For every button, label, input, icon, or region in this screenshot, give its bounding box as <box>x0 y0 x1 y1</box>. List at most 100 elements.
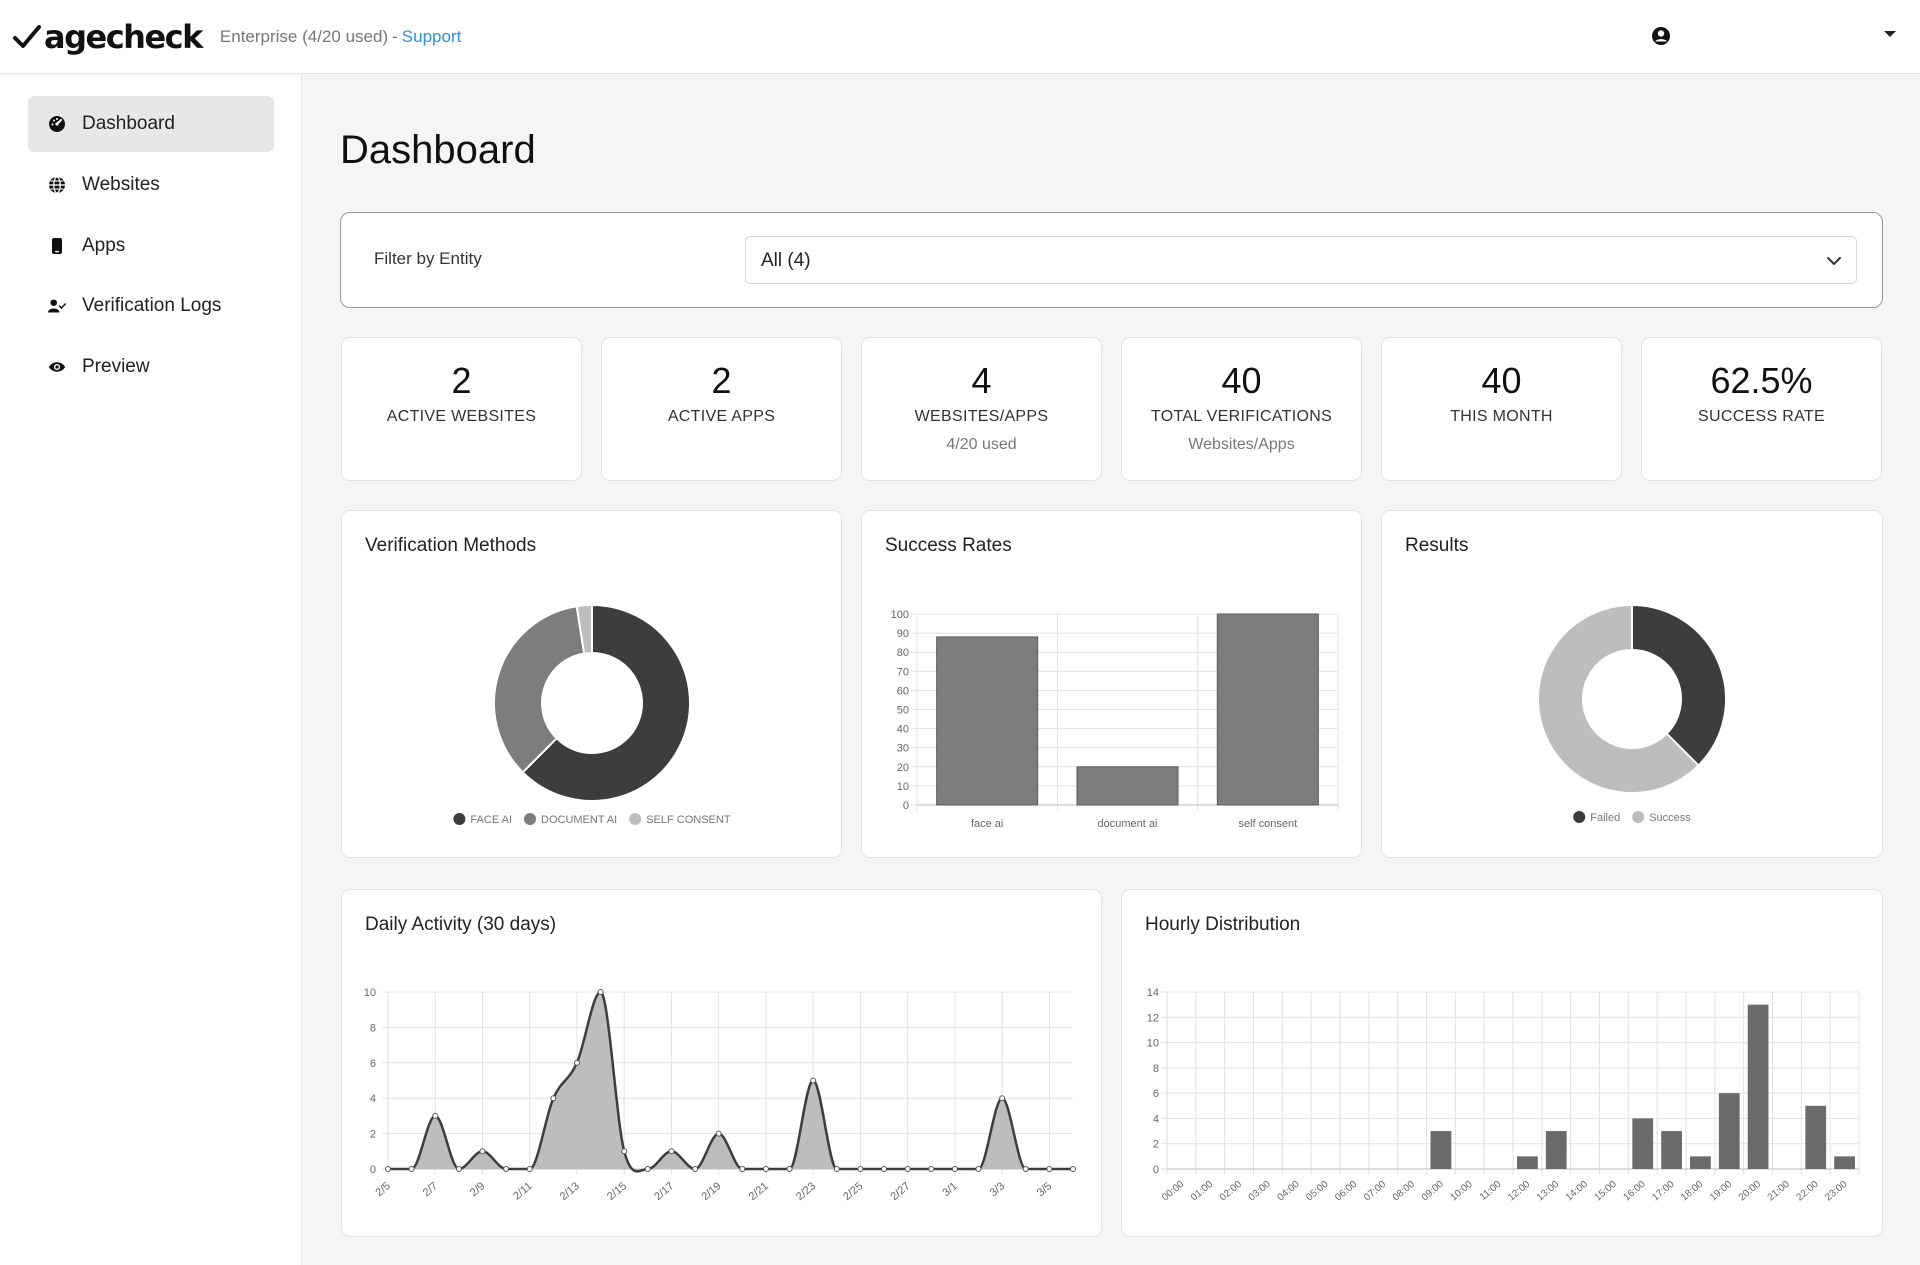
stat-card-active-websites: 2 ACTIVE WEBSITES <box>341 337 582 481</box>
plan-text: Enterprise (4/20 used) <box>219 26 389 46</box>
mobile-icon <box>48 237 66 255</box>
x-tick-label: 15:00 <box>1593 1179 1620 1204</box>
data-point-2-9 <box>479 1148 486 1155</box>
x-tick-label: 3/5 <box>1035 1180 1054 1199</box>
logo-text: agecheck <box>44 17 203 56</box>
bar-13-00 <box>1545 1131 1567 1169</box>
chart-legend: Failed Success <box>1573 811 1691 824</box>
x-tick-label: 13:00 <box>1535 1179 1562 1204</box>
sidebar-item-preview[interactable]: Preview <box>28 339 274 395</box>
data-point-2-16 <box>644 1166 651 1172</box>
stat-sub: Websites/Apps <box>1188 436 1295 453</box>
area-fill <box>388 992 1073 1172</box>
logo[interactable]: agecheck <box>12 17 203 56</box>
stat-value: 40 <box>1221 360 1262 401</box>
y-tick-label: 8 <box>1153 1063 1159 1075</box>
bar-09-00 <box>1430 1131 1452 1169</box>
x-tick-label: 2/5 <box>373 1180 392 1199</box>
legend-swatch-failed <box>1573 811 1586 823</box>
data-point-2-14 <box>597 989 604 995</box>
x-tick-label: 11:00 <box>1478 1179 1504 1203</box>
top-bar: agecheck Enterprise (4/20 used) - Support <box>0 0 1920 74</box>
data-point-2-13 <box>573 1059 580 1066</box>
y-tick-label: 2 <box>370 1129 376 1141</box>
filter-card: Filter by Entity All (4) <box>340 212 1883 308</box>
y-tick-label: 80 <box>897 647 909 659</box>
stat-card-total-verifications: 40 TOTAL VERIFICATIONS Websites/Apps <box>1121 337 1362 481</box>
y-tick-label: 6 <box>370 1058 376 1070</box>
data-point-3-5 <box>1046 1166 1053 1172</box>
legend-swatch-success <box>1632 811 1645 823</box>
y-tick-label: 8 <box>370 1022 376 1034</box>
daily-activity-card: 0 2 4 6 8 10 2/5 2/7 2/9 2/11 2/13 2/15 2/17 2/19 2/21… <box>341 889 1102 1237</box>
data-point-2-25 <box>857 1166 864 1172</box>
y-tick-label: 0 <box>1153 1164 1159 1176</box>
entity-filter-select[interactable]: All (4) <box>745 236 1857 284</box>
filter-selected-value: All (4) <box>761 250 811 271</box>
x-tick-label: 2/11 <box>511 1180 534 1202</box>
x-tick-label: 23:00 <box>1823 1179 1850 1204</box>
stat-card-websites-apps: 4 WEBSITES/APPS 4/20 used <box>861 337 1102 481</box>
x-tick-label: 18:00 <box>1679 1179 1706 1204</box>
eye-icon <box>48 358 66 376</box>
bar-22-00 <box>1805 1105 1827 1169</box>
card-title: Daily Activity (30 days) <box>365 914 557 935</box>
success-rates-chart: 0 10 20 30 40 50 60 70 80 90 100 face ai document ai… <box>891 609 1339 830</box>
x-tick-label: 2/23 <box>794 1180 818 1203</box>
stat-label: TOTAL VERIFICATIONS <box>1150 408 1333 425</box>
user-check-icon <box>48 297 66 315</box>
legend-label-self-consent: SELF CONSENT <box>646 814 731 826</box>
bar-face-ai <box>936 636 1039 806</box>
x-tick-label: 14:00 <box>1564 1179 1591 1204</box>
x-tick-label: 2/9 <box>468 1180 487 1199</box>
stat-value: 40 <box>1481 360 1522 401</box>
y-tick-label: 20 <box>897 762 909 774</box>
bar-19-00 <box>1718 1093 1740 1169</box>
hourly-distribution-chart: 0 2 4 6 8 10 12 14 00:00 01:00 02:00 03:00 04:00 05:0… <box>1147 987 1860 1204</box>
x-tick-label: 16:00 <box>1621 1179 1648 1204</box>
x-tick-label: face ai <box>971 818 1003 830</box>
x-tick-label: 22:00 <box>1794 1179 1821 1204</box>
sidebar-item-verification-logs[interactable]: Verification Logs <box>28 278 274 334</box>
sidebar-item-label: Verification Logs <box>82 295 222 316</box>
y-tick-label: 0 <box>903 800 909 812</box>
data-point-2-19 <box>715 1130 722 1137</box>
data-point-2-8 <box>455 1166 462 1172</box>
sidebar-item-label: Dashboard <box>82 113 175 134</box>
data-point-2-17 <box>668 1148 675 1155</box>
x-tick-label: 08:00 <box>1391 1179 1418 1204</box>
y-tick-label: 4 <box>370 1093 376 1105</box>
user-circle-icon[interactable] <box>1651 26 1671 46</box>
y-tick-label: 70 <box>897 666 909 678</box>
verification-methods-card: FACE AI DOCUMENT AI SELF CONSENT Verificat… <box>341 510 842 858</box>
x-tick-label: 12:00 <box>1506 1179 1533 1204</box>
card-title: Verification Methods <box>365 535 537 556</box>
data-point-2-10 <box>503 1166 510 1172</box>
data-point-2-5 <box>385 1166 391 1172</box>
bar-17-00 <box>1661 1131 1682 1169</box>
sidebar-item-dashboard[interactable]: Dashboard <box>28 96 274 152</box>
series-line <box>388 990 1073 1173</box>
bar-23-00 <box>1834 1156 1855 1169</box>
data-point-2-27 <box>904 1166 911 1172</box>
legend-swatch-document-ai <box>524 813 537 825</box>
sidebar-item-websites[interactable]: Websites <box>28 157 274 213</box>
data-point-3-2 <box>975 1166 982 1172</box>
x-tick-label: 19:00 <box>1708 1179 1735 1204</box>
caret-down-icon[interactable] <box>1884 31 1896 37</box>
donut-slice-document-ai <box>493 605 586 774</box>
y-tick-label: 50 <box>897 705 909 717</box>
x-tick-label: 10:00 <box>1448 1179 1475 1204</box>
support-link[interactable]: Support <box>401 26 462 46</box>
bar-16-00 <box>1632 1118 1654 1169</box>
card-title: Success Rates <box>885 535 1012 556</box>
x-tick-label: 17:00 <box>1650 1179 1677 1204</box>
x-tick-label: 07:00 <box>1362 1179 1389 1204</box>
donut-slice-success <box>1537 603 1700 794</box>
legend-label-face-ai: FACE AI <box>470 814 512 826</box>
bar-document-ai <box>1076 766 1179 806</box>
x-tick-label: 3/3 <box>988 1180 1007 1199</box>
sidebar-item-apps[interactable]: Apps <box>28 218 274 274</box>
stat-label: ACTIVE WEBSITES <box>386 408 537 425</box>
x-tick-label: 2/19 <box>699 1180 723 1203</box>
